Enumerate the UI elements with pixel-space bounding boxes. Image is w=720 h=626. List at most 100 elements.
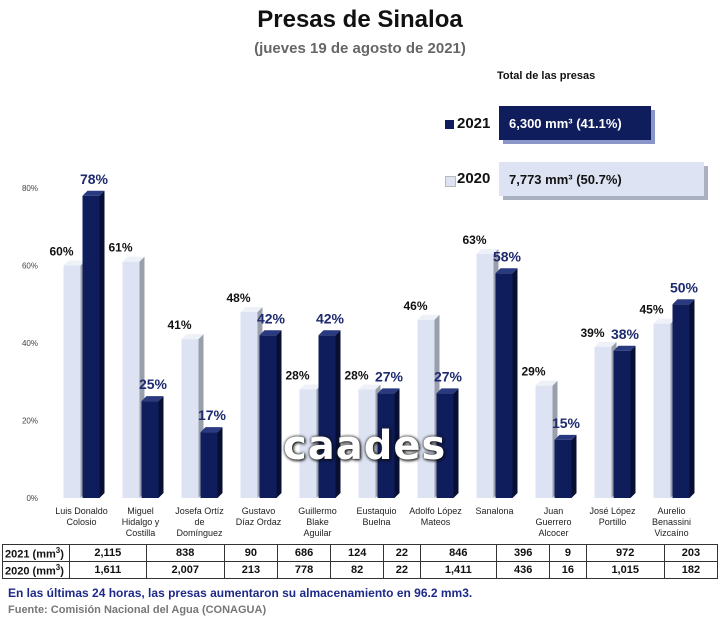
data-label-2020: 41%	[167, 318, 191, 332]
y-tick-label: 20%	[22, 417, 38, 426]
bar-2021-side	[394, 388, 400, 498]
bar-2021	[259, 335, 277, 498]
data-label-2021: 27%	[434, 368, 463, 384]
data-label-2021: 17%	[198, 407, 227, 423]
table-cell: 82	[330, 561, 385, 579]
bar-2021-top	[613, 345, 636, 351]
x-tick-label: Josefa Ortíz de Domínguez	[175, 506, 224, 538]
x-tick-label: Aurelio Benassini Vizcaíno	[652, 506, 691, 538]
total-2021-box: 6,300 mm³ (41.1%)	[499, 106, 651, 140]
row-label-2020: 2020 (mm3)	[2, 561, 70, 579]
bar-2021-side	[158, 396, 164, 498]
bar-2020	[358, 389, 376, 498]
x-tick-label: Guillermo Blake Aguilar	[298, 506, 337, 538]
table-row-2021: 2021 (mm3) 2,115 838 90 686 124 22 846 3…	[2, 544, 719, 562]
bar-2020-top	[240, 307, 263, 312]
y-tick-label: 60%	[22, 262, 38, 271]
table-cell: 9	[549, 544, 587, 562]
total-2020-box: 7,773 mm³ (50.7%)	[499, 162, 704, 196]
table-cell: 90	[223, 544, 278, 562]
y-tick-label: 80%	[22, 184, 38, 193]
table-cell: 778	[276, 561, 332, 579]
data-label-2020: 48%	[226, 291, 250, 305]
data-label-2021: 15%	[552, 415, 581, 431]
row-label-2021: 2021 (mm3)	[2, 544, 70, 562]
bar-2021	[377, 393, 395, 498]
bar-2021	[200, 432, 218, 498]
x-tick-label: Juan Guerrero Alcocer	[535, 506, 571, 538]
data-label-2021: 78%	[80, 171, 109, 187]
bar-2021-top	[200, 427, 223, 433]
bar-2021	[436, 393, 454, 498]
bar-2020-top	[476, 248, 499, 254]
bar-2021	[495, 273, 513, 498]
bar-2021-side	[453, 388, 459, 498]
table-cell: 182	[663, 561, 719, 579]
footer-note: En las últimas 24 horas, las presas aume…	[8, 586, 473, 600]
y-tick-label: 40%	[22, 339, 38, 348]
bar-2021-side	[217, 427, 223, 498]
bar-2020	[181, 339, 199, 498]
table-cell: 972	[585, 544, 665, 562]
bar-2020	[417, 319, 435, 498]
chart-subtitle: (jueves 19 de agosto de 2021)	[254, 40, 466, 57]
table-row-2020: 2020 (mm3) 1,611 2,007 213 778 82 22 1,4…	[2, 561, 719, 579]
caades-watermark: caades	[283, 423, 447, 469]
bar-2020	[535, 385, 553, 498]
table-cell: 436	[496, 561, 551, 579]
bar-2020-top	[63, 260, 86, 266]
bar-2021-side	[99, 190, 105, 498]
table-cell: 1,015	[585, 561, 665, 579]
table-cell: 203	[663, 544, 719, 562]
table-cell: 124	[330, 544, 385, 562]
y-tick-label: 0%	[26, 494, 38, 503]
bar-2021-top	[82, 190, 105, 196]
bar-2021	[82, 195, 100, 498]
table-cell: 686	[276, 544, 332, 562]
bar-2021	[613, 350, 631, 498]
volume-table: 2021 (mm3) 2,115 838 90 686 124 22 846 3…	[2, 544, 719, 579]
table-cell: 396	[496, 544, 551, 562]
data-label-2021: 27%	[375, 368, 404, 384]
bar-2021-top	[436, 388, 459, 394]
bar-2021	[672, 304, 690, 498]
bar-2021	[318, 335, 336, 498]
x-tick-label: Adolfo López Mateos	[409, 506, 462, 527]
bar-2020-top	[181, 334, 204, 340]
data-label-2021: 42%	[316, 310, 345, 326]
bar-2021-top	[318, 330, 341, 336]
bar-2021-side	[276, 330, 282, 498]
bar-2020-top	[122, 256, 145, 262]
bar-2021-side	[689, 299, 695, 498]
bar-2020-top	[299, 384, 322, 390]
table-cell: 838	[145, 544, 225, 562]
bar-2021-side	[571, 434, 577, 498]
bar-2020	[63, 265, 81, 498]
x-tick-label: Eustaquio Buelna	[356, 506, 396, 527]
bar-2020-top	[358, 384, 381, 390]
bar-2021	[554, 439, 572, 498]
bar-2020	[653, 323, 671, 498]
data-label-2020: 45%	[639, 303, 663, 317]
bar-2021-top	[259, 330, 282, 336]
table-cell: 213	[223, 561, 278, 579]
bar-2020	[122, 261, 140, 498]
legend-label-2021: 2021	[457, 115, 491, 132]
data-label-2021: 58%	[493, 248, 522, 264]
x-tick-label: Gustavo Díaz Ordaz	[236, 506, 282, 527]
data-label-2021: 38%	[611, 326, 640, 342]
bar-2020	[476, 253, 494, 498]
data-label-2020: 29%	[521, 365, 545, 379]
bar-2021-top	[377, 388, 400, 394]
data-label-2020: 39%	[580, 326, 604, 340]
bar-2020-top	[417, 314, 440, 320]
data-label-2021: 50%	[670, 279, 699, 295]
table-cell: 16	[549, 561, 587, 579]
legend-label-2020: 2020	[457, 170, 491, 187]
x-tick-label: Miguel Hidalgo y Costilla	[122, 506, 160, 538]
table-cell: 1,411	[419, 561, 498, 579]
data-label-2021: 25%	[139, 376, 168, 392]
x-tick-label: José López Portillo	[589, 506, 636, 527]
total-2020-value: 7,773 mm³ (50.7%)	[509, 171, 622, 187]
legend-swatch-2021	[445, 120, 454, 129]
